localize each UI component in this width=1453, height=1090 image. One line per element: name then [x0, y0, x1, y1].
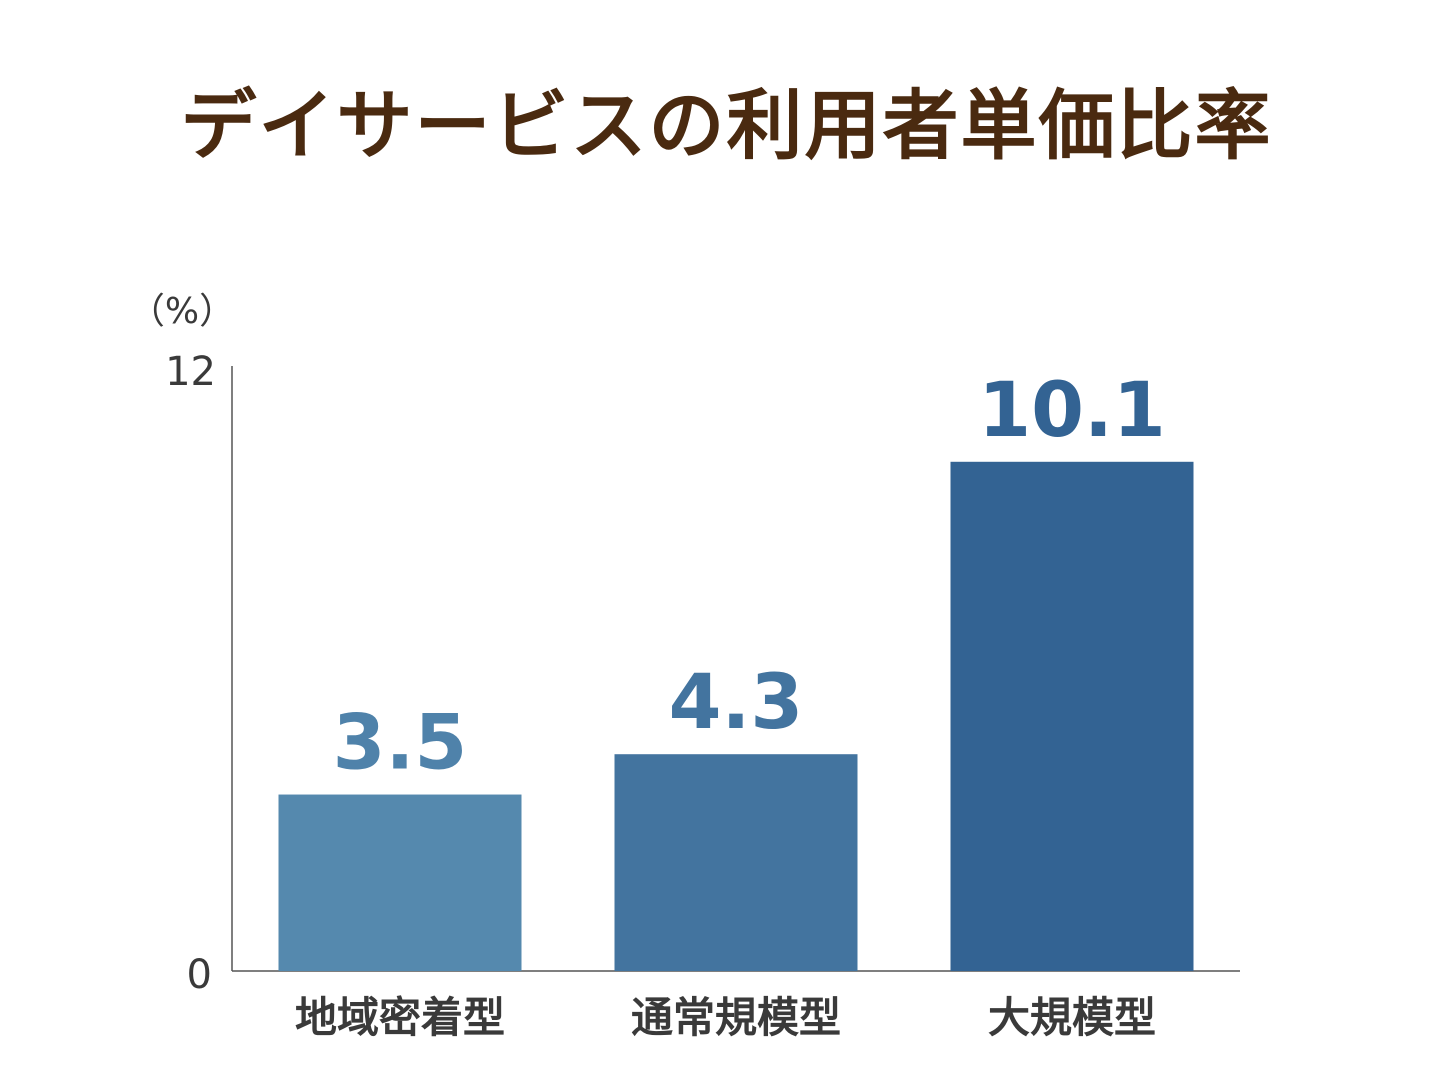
value-labels-group: 3.5 4.3 10.1	[333, 365, 1166, 787]
bars-group	[278, 461, 1194, 971]
category-label-3: 大規模型	[988, 993, 1156, 1042]
y-tick-label-zero: 0	[187, 952, 212, 998]
bar-2	[614, 754, 858, 971]
chart-title: デイサービスの利用者単価比率	[180, 81, 1273, 170]
category-label-1: 地域密着型	[295, 993, 505, 1042]
y-axis-unit-label: （%）	[129, 291, 235, 332]
bar-1	[278, 794, 522, 971]
bar-value-label-1: 3.5	[333, 698, 468, 787]
category-label-2: 通常規模型	[631, 993, 841, 1042]
category-labels-group: 地域密着型 通常規模型 大規模型	[295, 993, 1156, 1042]
bar-value-label-3: 10.1	[978, 365, 1166, 454]
bar-3	[950, 461, 1194, 971]
bar-value-label-2: 4.3	[669, 657, 804, 746]
y-tick-label-max: 12	[165, 349, 216, 395]
